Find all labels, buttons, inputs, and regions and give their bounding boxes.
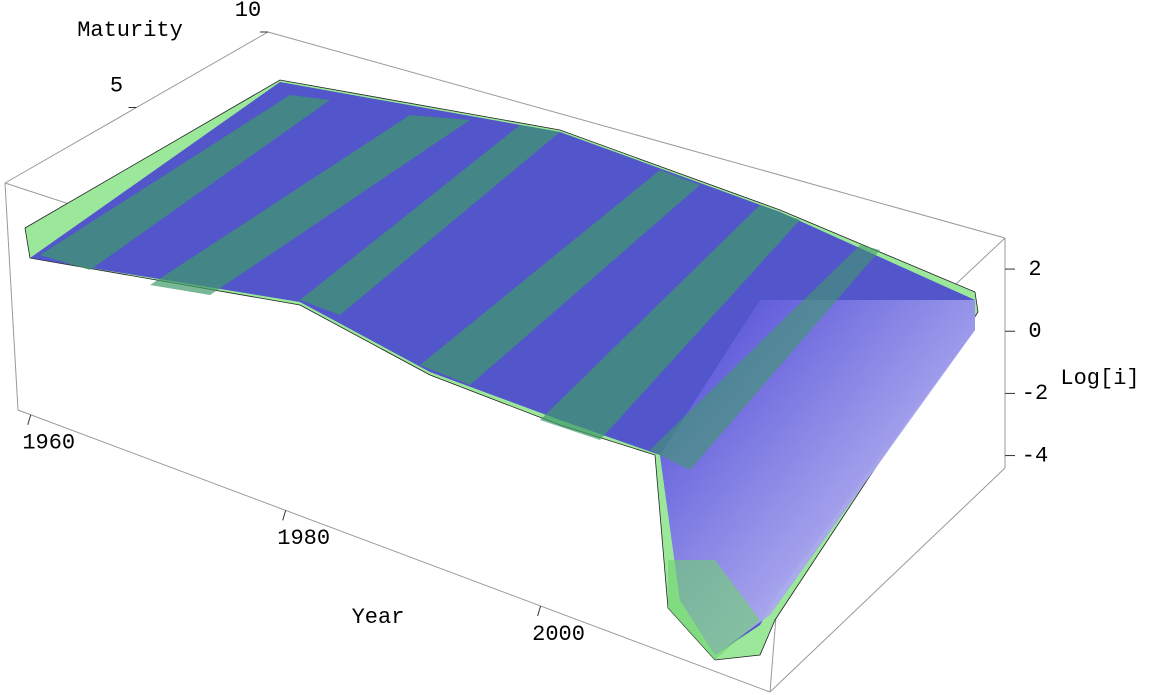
tick-label: 5 [110, 73, 123, 98]
tick-label: 1960 [22, 431, 75, 456]
tick-mark [27, 414, 32, 425]
z-axis-label: Log[i] [1060, 366, 1139, 391]
tick-label: -2 [1022, 381, 1048, 406]
tick-label: -4 [1022, 443, 1048, 468]
tick-label: 0 [1028, 319, 1041, 344]
y-axis-label: Maturity [77, 18, 183, 43]
surface [24, 79, 979, 661]
tick-label: 2 [1028, 257, 1041, 282]
tick-mark [282, 510, 287, 521]
x-axis-label: Year [352, 605, 405, 630]
tick-label: 10 [235, 0, 261, 23]
tick-label: 2000 [532, 622, 585, 647]
tick-label: 1980 [277, 526, 330, 551]
tick-mark [537, 605, 542, 617]
